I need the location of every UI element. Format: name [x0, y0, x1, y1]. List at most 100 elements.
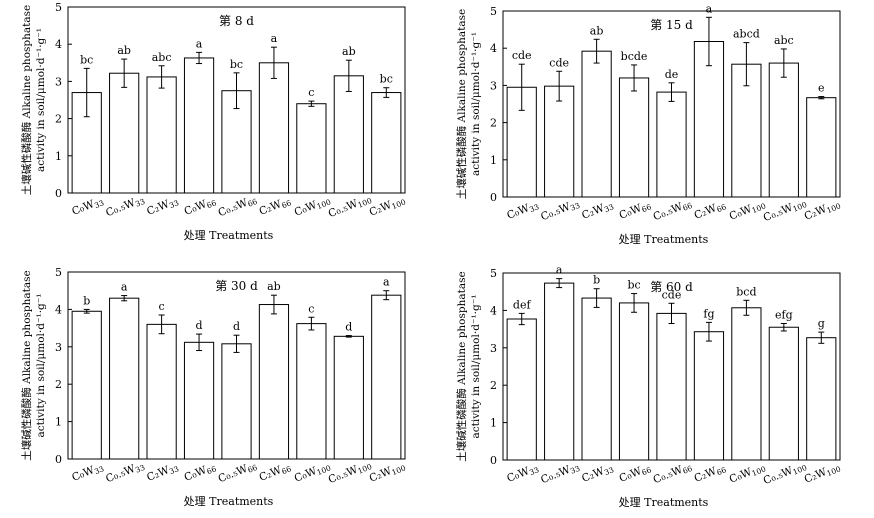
category-label: C₂W66 [257, 194, 292, 218]
category-label: C₀W33 [70, 460, 105, 484]
significance-letter: a [271, 32, 278, 45]
category-label: C₀W33 [505, 198, 540, 222]
category-label: C₂W66 [257, 460, 292, 484]
category-label: C₀.₅W66 [217, 193, 259, 220]
significance-letter: c [308, 302, 314, 315]
y-tick-label: 4 [55, 303, 62, 316]
chart-title: 第 30 d [215, 279, 258, 293]
y-tick-label: 2 [490, 379, 497, 392]
bar [258, 62, 290, 194]
significance-letter: a [556, 264, 563, 277]
category-label: C₀.₅W33 [539, 197, 581, 224]
y-tick-label: 2 [490, 117, 497, 130]
panel-2: 0 1 2 3 4 5 第 15 d 土壤碱性磷酸酶 Alkaline phosphatase… [455, 2, 842, 246]
y-tick-label: 4 [55, 38, 62, 51]
y-tick-label: 1 [55, 416, 62, 429]
x-axis-label: 处理 Treatments [619, 496, 709, 509]
y-tick-label: 1 [490, 417, 497, 430]
y-tick-label: 2 [55, 378, 62, 391]
significance-letter: bcd [736, 285, 756, 298]
bar [656, 91, 687, 198]
bar [258, 304, 290, 460]
y-tick-label: 4 [490, 304, 497, 317]
significance-letter: a [383, 276, 390, 289]
bar [618, 77, 650, 198]
category-label: C₀W66 [618, 198, 653, 222]
bar [146, 323, 177, 460]
bar [618, 302, 650, 461]
significance-letter: a [706, 2, 713, 15]
significance-letter: cde [549, 56, 569, 69]
y-axis-label: 土壤碱性磷酸酶 Alkaline phosphatase [20, 270, 33, 460]
significance-letter: def [513, 298, 532, 311]
y-tick-label: 1 [55, 150, 62, 163]
significance-letter: d [345, 321, 352, 334]
bar [544, 282, 575, 461]
y-axis-label: 土壤碱性磷酸酶 Alkaline phosphatase [20, 5, 33, 195]
category-label: C₀W66 [183, 460, 218, 484]
bar [768, 62, 799, 198]
bar [731, 63, 762, 198]
bar [371, 92, 402, 194]
category-label: C₀.₅W66 [217, 459, 259, 486]
panel-3: 0 1 2 3 4 5 第 30 d 土壤碱性磷酸酶 Alkaline phosphatase… [20, 266, 407, 508]
category-label: C₀.₅W66 [652, 460, 694, 487]
bar [296, 323, 327, 460]
significance-letter: de [665, 68, 679, 81]
bar [146, 76, 177, 194]
x-axis-label: 处理 Treatments [619, 233, 709, 246]
bar [731, 307, 762, 461]
significance-letter: ab [267, 280, 281, 293]
bar [581, 50, 612, 198]
significance-letter: d [233, 320, 240, 333]
significance-letter: ab [342, 45, 356, 58]
category-label: C₀W33 [70, 194, 105, 218]
bar [806, 97, 837, 198]
significance-letter: abcd [733, 28, 760, 41]
bar [693, 41, 725, 198]
bar [768, 326, 799, 461]
category-label: C₂W33 [145, 194, 180, 218]
bar [581, 297, 612, 461]
category-label: C₀W66 [183, 194, 218, 218]
category-label: C₀.₅W100 [327, 458, 374, 487]
significance-letter: ab [590, 24, 604, 37]
bar [109, 72, 140, 194]
bar [693, 331, 725, 461]
chart-title: 第 60 d [650, 280, 693, 294]
category-label: C₂W33 [145, 460, 180, 484]
y-tick-label: 3 [55, 341, 62, 354]
x-axis-label: 处理 Treatments [184, 495, 274, 508]
bar [656, 312, 687, 461]
y-tick-label: 3 [490, 79, 497, 92]
category-label: C₀.₅W100 [327, 192, 374, 221]
significance-letter: b [83, 294, 90, 307]
significance-letter: cde [662, 288, 682, 301]
chart-title: 第 8 d [219, 14, 254, 28]
bar [221, 343, 252, 460]
y-tick-label: 0 [490, 191, 497, 204]
y-tick-label: 0 [55, 187, 62, 200]
significance-letter: bcde [621, 50, 648, 63]
category-label: C₀W100 [293, 194, 333, 220]
y-axis-label: activity in soil/μmol·d⁻¹·g⁻¹ [470, 294, 482, 438]
significance-letter: fg [703, 307, 714, 320]
bar [183, 57, 215, 194]
category-label: C₀W100 [728, 461, 768, 487]
category-label: C₂W66 [692, 461, 727, 485]
y-tick-label: 5 [55, 266, 62, 279]
y-tick-label: 2 [55, 113, 62, 126]
bar [183, 341, 215, 460]
y-tick-label: 3 [490, 342, 497, 355]
category-label: C₀W100 [728, 198, 768, 224]
significance-letter: efg [775, 308, 793, 321]
significance-letter: a [196, 37, 203, 50]
category-label: C₂W33 [580, 198, 615, 222]
significance-letter: d [196, 319, 203, 332]
significance-letter: ab [117, 44, 131, 57]
category-label: C₀.₅W66 [652, 197, 694, 224]
significance-letter: c [308, 86, 314, 99]
significance-letter: bc [627, 279, 640, 292]
